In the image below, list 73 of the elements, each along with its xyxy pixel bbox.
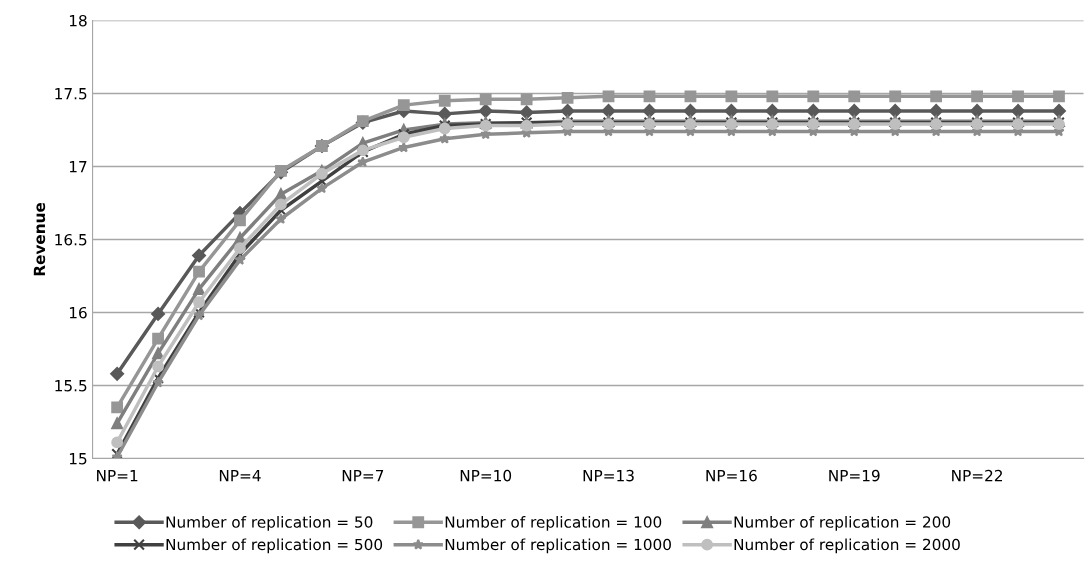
y-tick-label: 17.5	[55, 88, 87, 100]
point	[234, 242, 246, 255]
point	[152, 360, 164, 373]
point	[1053, 90, 1065, 103]
point	[1011, 104, 1025, 118]
y-tick-label: 17	[69, 161, 87, 173]
point	[807, 90, 820, 103]
point	[765, 104, 780, 118]
point	[1052, 104, 1066, 118]
point	[152, 376, 164, 388]
point	[848, 90, 861, 103]
x-tick-label: NP=16	[706, 469, 757, 482]
point	[437, 106, 452, 121]
y-tick-label: 16.5	[55, 233, 87, 246]
legend-label: Number of replication = 500	[166, 538, 383, 554]
point	[479, 93, 492, 106]
point	[971, 90, 983, 103]
y-tick-label: 15.5	[55, 380, 87, 392]
y-tick-label: 16	[69, 306, 87, 319]
legend-label: Number of replication = 200	[734, 515, 951, 531]
point	[725, 90, 738, 103]
x-tick-label: NP=22	[952, 469, 1002, 482]
point	[602, 90, 615, 103]
point	[806, 104, 821, 118]
y-tick-label: 18	[69, 14, 87, 27]
point	[275, 188, 287, 201]
point	[929, 104, 944, 118]
point	[193, 283, 205, 295]
legend-label: Number of replication = 50	[166, 515, 373, 531]
point	[561, 91, 574, 104]
x-tick-label: NP=1	[97, 470, 138, 482]
point	[847, 104, 862, 118]
x-tick-label: NP=13	[583, 469, 634, 482]
point	[1012, 90, 1024, 103]
point	[151, 306, 166, 321]
point	[438, 94, 451, 107]
point	[192, 248, 206, 263]
point	[315, 167, 328, 180]
y-tick-label: 15	[69, 453, 87, 465]
point	[111, 436, 124, 449]
x-tick-label: NP=19	[829, 469, 880, 482]
point	[316, 182, 328, 194]
point	[275, 213, 287, 224]
point	[643, 90, 656, 103]
point	[930, 90, 943, 103]
point	[152, 347, 164, 360]
point	[152, 332, 164, 345]
point	[478, 104, 493, 118]
point	[111, 417, 124, 430]
point	[684, 90, 697, 103]
point	[519, 105, 534, 120]
point	[111, 401, 124, 414]
point	[889, 90, 902, 103]
point	[152, 372, 164, 385]
point	[193, 265, 205, 278]
point	[110, 366, 125, 381]
y-axis-title: Revenue	[33, 202, 46, 276]
legend-label: Number of replication = 2000	[734, 538, 960, 554]
x-tick-label: NP=7	[342, 470, 384, 482]
point	[275, 198, 287, 211]
legend-label: Number of replication = 1000	[445, 538, 671, 554]
point	[397, 99, 410, 112]
x-tick-label: NP=4	[219, 470, 261, 482]
point	[970, 104, 985, 118]
point	[888, 104, 903, 118]
point	[766, 90, 779, 103]
x-tick-label: NP=10	[460, 469, 512, 482]
point	[193, 296, 205, 309]
point	[234, 214, 246, 227]
point	[234, 253, 246, 265]
point	[724, 104, 739, 118]
legend-label: Number of replication = 100	[445, 515, 662, 531]
point	[520, 93, 533, 106]
